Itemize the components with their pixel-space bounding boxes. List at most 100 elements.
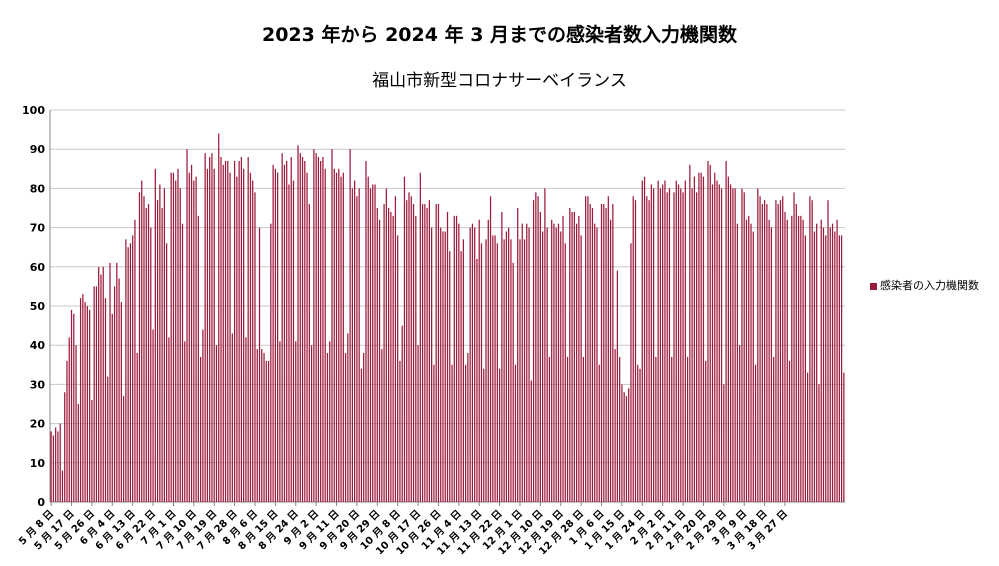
- bar: [181, 223, 184, 502]
- bar: [374, 184, 376, 503]
- bar: [320, 160, 322, 502]
- bar: [530, 380, 532, 502]
- bar: [664, 180, 666, 502]
- bar: [467, 353, 469, 502]
- bar: [707, 160, 709, 502]
- bar: [222, 164, 224, 502]
- bar: [619, 356, 621, 502]
- bar: [465, 364, 467, 502]
- bar: [446, 211, 449, 503]
- bar: [324, 168, 326, 503]
- bar: [211, 153, 213, 502]
- bar: [107, 376, 109, 502]
- chart-title: 2023 年から 2024 年 3 月までの感染者数入力機関数: [261, 24, 738, 46]
- bar: [401, 325, 403, 502]
- bar: [720, 188, 723, 502]
- bar: [435, 204, 437, 502]
- bar: [134, 219, 136, 502]
- bar: [492, 235, 494, 502]
- bar: [684, 180, 686, 502]
- bar: [750, 223, 752, 502]
- bar: [700, 172, 702, 502]
- bar: [652, 188, 655, 502]
- bar: [813, 231, 816, 502]
- bar: [369, 188, 372, 502]
- bar: [782, 196, 784, 503]
- bar: [184, 341, 186, 502]
- bar: [292, 180, 295, 502]
- bar: [55, 427, 57, 502]
- bar: [748, 215, 750, 502]
- bar: [267, 360, 270, 502]
- bar: [587, 196, 589, 503]
- bar: [338, 168, 340, 503]
- bar: [743, 192, 745, 502]
- bar: [277, 172, 279, 502]
- bar: [521, 223, 523, 502]
- bar: [247, 157, 249, 503]
- bar: [788, 360, 791, 502]
- bar: [415, 215, 417, 502]
- bar: [306, 172, 308, 502]
- bar: [64, 392, 66, 502]
- bar: [766, 204, 768, 502]
- bar: [79, 298, 82, 502]
- bar: [95, 286, 98, 502]
- bar: [82, 294, 84, 502]
- bar: [331, 149, 333, 502]
- bar: [84, 302, 86, 502]
- bar: [727, 176, 729, 502]
- bar: [460, 251, 462, 502]
- bar: [75, 345, 77, 502]
- bar: [444, 231, 446, 502]
- bar: [827, 200, 829, 502]
- bar: [571, 211, 573, 503]
- bar: [227, 160, 229, 502]
- bar: [582, 356, 585, 502]
- bar: [249, 172, 252, 502]
- bar: [252, 180, 254, 502]
- bar: [804, 235, 806, 502]
- bar: [840, 235, 843, 502]
- bar: [421, 204, 424, 502]
- bar: [68, 337, 70, 502]
- bar: [585, 196, 587, 503]
- bar: [505, 231, 508, 502]
- bar: [392, 215, 394, 502]
- bar: [621, 384, 623, 502]
- bar: [279, 341, 281, 502]
- bar: [458, 223, 460, 502]
- bar: [474, 227, 476, 502]
- bar: [603, 204, 605, 502]
- bar: [677, 184, 680, 503]
- bar: [89, 309, 91, 502]
- bar: [483, 368, 485, 502]
- bar: [825, 235, 827, 502]
- bar: [315, 153, 317, 502]
- bar: [52, 435, 55, 502]
- bar: [834, 231, 836, 502]
- bar: [795, 204, 797, 502]
- bar: [784, 211, 786, 503]
- bar: [141, 180, 143, 502]
- bar: [816, 223, 818, 502]
- bar: [566, 356, 569, 502]
- bar: [231, 333, 233, 502]
- bar: [229, 172, 231, 502]
- bar: [698, 172, 700, 502]
- bar: [616, 270, 618, 502]
- bar: [705, 360, 707, 502]
- bar: [129, 243, 132, 502]
- bar: [836, 219, 838, 502]
- bar: [551, 219, 553, 502]
- y-tick-label: 80: [30, 182, 46, 195]
- bar: [406, 200, 408, 502]
- bar: [544, 188, 546, 502]
- bar: [206, 168, 209, 503]
- bar: [240, 157, 243, 503]
- bar: [256, 349, 258, 502]
- bar: [657, 180, 659, 502]
- bar: [594, 223, 596, 502]
- bar: [623, 392, 625, 502]
- bar: [770, 227, 773, 502]
